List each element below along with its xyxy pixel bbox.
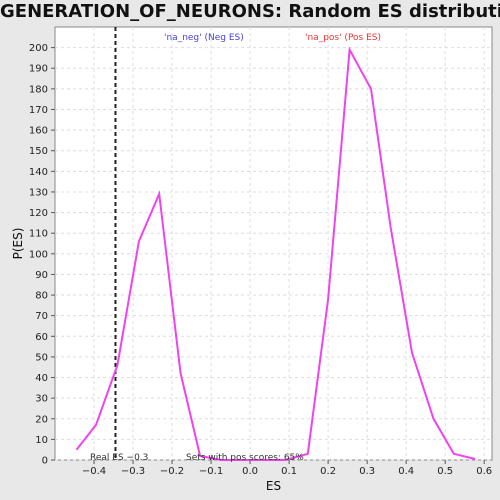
plot-area bbox=[54, 26, 493, 461]
x-tick-label: 0.0 bbox=[242, 466, 258, 477]
y-tick-label: 150 bbox=[29, 146, 48, 157]
chart-title: GENERATION_OF_NEURONS: Random ES distrib… bbox=[0, 1, 500, 22]
y-tick-label: 30 bbox=[35, 394, 48, 405]
x-tick-label: 0.5 bbox=[437, 466, 453, 477]
y-tick-label: 10 bbox=[35, 435, 48, 446]
y-tick-label: 60 bbox=[35, 332, 48, 343]
x-tick-label: 0.4 bbox=[398, 466, 414, 477]
y-tick-label: 160 bbox=[29, 126, 48, 137]
x-tick-label: −0.4 bbox=[82, 466, 106, 477]
x-tick-label: 0.6 bbox=[476, 466, 492, 477]
x-tick-label: −0.3 bbox=[121, 466, 145, 477]
y-tick-label: 40 bbox=[35, 373, 48, 384]
x-tick-label: −0.1 bbox=[199, 466, 223, 477]
y-tick-label: 170 bbox=[29, 105, 48, 116]
x-axis-title: ES bbox=[266, 479, 281, 493]
x-tick-label: 0.1 bbox=[281, 466, 297, 477]
pos-scores-share-label: Sets with pos scores: 65% bbox=[186, 453, 304, 463]
y-tick-label: 50 bbox=[35, 352, 48, 363]
y-tick-label: 190 bbox=[29, 64, 48, 75]
y-tick-label: 100 bbox=[29, 249, 48, 260]
y-tick-label: 20 bbox=[35, 414, 48, 425]
es-distribution-line bbox=[75, 46, 476, 461]
x-tick-label: 0.3 bbox=[359, 466, 375, 477]
grid-lines bbox=[55, 27, 492, 461]
x-tick-label: 0.2 bbox=[320, 466, 336, 477]
y-tick-label: 90 bbox=[35, 270, 48, 281]
y-axis-title: P(ES) bbox=[11, 228, 25, 260]
y-tick-label: 0 bbox=[42, 456, 48, 467]
y-tick-label: 140 bbox=[29, 167, 48, 178]
x-tick-label: −0.2 bbox=[160, 466, 184, 477]
axis-ticks: 0 10 20 30 40 50 60 70 80 90 100 110 120 130 140 150 160… bbox=[29, 43, 492, 477]
y-tick-label: 180 bbox=[29, 84, 48, 95]
real-es-label: Real ES −0.3 bbox=[90, 453, 148, 463]
y-tick-label: 80 bbox=[35, 291, 48, 302]
y-tick-label: 120 bbox=[29, 208, 48, 219]
y-tick-label: 70 bbox=[35, 311, 48, 322]
neg-es-label: 'na_neg' (Neg ES) bbox=[164, 33, 244, 43]
pos-es-label: 'na_pos' (Pos ES) bbox=[305, 33, 381, 43]
y-tick-label: 110 bbox=[29, 229, 48, 240]
y-tick-label: 130 bbox=[29, 187, 48, 198]
y-tick-label: 200 bbox=[29, 43, 48, 54]
